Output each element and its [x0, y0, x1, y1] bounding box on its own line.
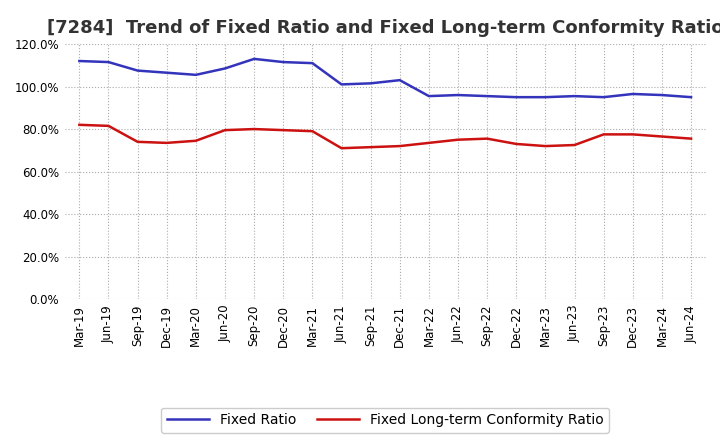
Fixed Long-term Conformity Ratio: [512, 141, 521, 147]
Fixed Long-term Conformity Ratio: [192, 138, 200, 143]
Fixed Ratio: [599, 95, 608, 100]
Fixed Long-term Conformity Ratio: [279, 128, 287, 133]
Fixed Ratio: [687, 95, 696, 100]
Fixed Long-term Conformity Ratio: [570, 143, 579, 148]
Fixed Long-term Conformity Ratio: [308, 128, 317, 134]
Fixed Ratio: [250, 56, 258, 62]
Fixed Ratio: [366, 81, 375, 86]
Fixed Ratio: [75, 59, 84, 64]
Fixed Long-term Conformity Ratio: [395, 143, 404, 149]
Fixed Long-term Conformity Ratio: [337, 146, 346, 151]
Fixed Ratio: [133, 68, 142, 73]
Fixed Ratio: [308, 60, 317, 66]
Fixed Ratio: [570, 93, 579, 99]
Title: [7284]  Trend of Fixed Ratio and Fixed Long-term Conformity Ratio: [7284] Trend of Fixed Ratio and Fixed Lo…: [47, 19, 720, 37]
Fixed Long-term Conformity Ratio: [687, 136, 696, 141]
Fixed Ratio: [279, 59, 287, 65]
Fixed Ratio: [657, 92, 666, 98]
Fixed Ratio: [483, 93, 492, 99]
Fixed Long-term Conformity Ratio: [541, 143, 550, 149]
Fixed Long-term Conformity Ratio: [75, 122, 84, 128]
Fixed Ratio: [541, 95, 550, 100]
Fixed Long-term Conformity Ratio: [599, 132, 608, 137]
Fixed Ratio: [104, 59, 113, 65]
Fixed Long-term Conformity Ratio: [454, 137, 462, 142]
Fixed Ratio: [220, 66, 229, 71]
Fixed Long-term Conformity Ratio: [220, 128, 229, 133]
Fixed Long-term Conformity Ratio: [483, 136, 492, 141]
Fixed Ratio: [454, 92, 462, 98]
Line: Fixed Long-term Conformity Ratio: Fixed Long-term Conformity Ratio: [79, 125, 691, 148]
Fixed Long-term Conformity Ratio: [133, 139, 142, 144]
Line: Fixed Ratio: Fixed Ratio: [79, 59, 691, 97]
Fixed Long-term Conformity Ratio: [104, 123, 113, 128]
Fixed Ratio: [395, 77, 404, 83]
Fixed Ratio: [163, 70, 171, 75]
Fixed Long-term Conformity Ratio: [163, 140, 171, 146]
Fixed Long-term Conformity Ratio: [250, 126, 258, 132]
Fixed Long-term Conformity Ratio: [366, 144, 375, 150]
Legend: Fixed Ratio, Fixed Long-term Conformity Ratio: Fixed Ratio, Fixed Long-term Conformity …: [161, 407, 609, 433]
Fixed Ratio: [629, 92, 637, 97]
Fixed Ratio: [337, 82, 346, 87]
Fixed Ratio: [192, 72, 200, 77]
Fixed Ratio: [512, 95, 521, 100]
Fixed Long-term Conformity Ratio: [657, 134, 666, 139]
Fixed Ratio: [425, 93, 433, 99]
Fixed Long-term Conformity Ratio: [629, 132, 637, 137]
Fixed Long-term Conformity Ratio: [425, 140, 433, 146]
